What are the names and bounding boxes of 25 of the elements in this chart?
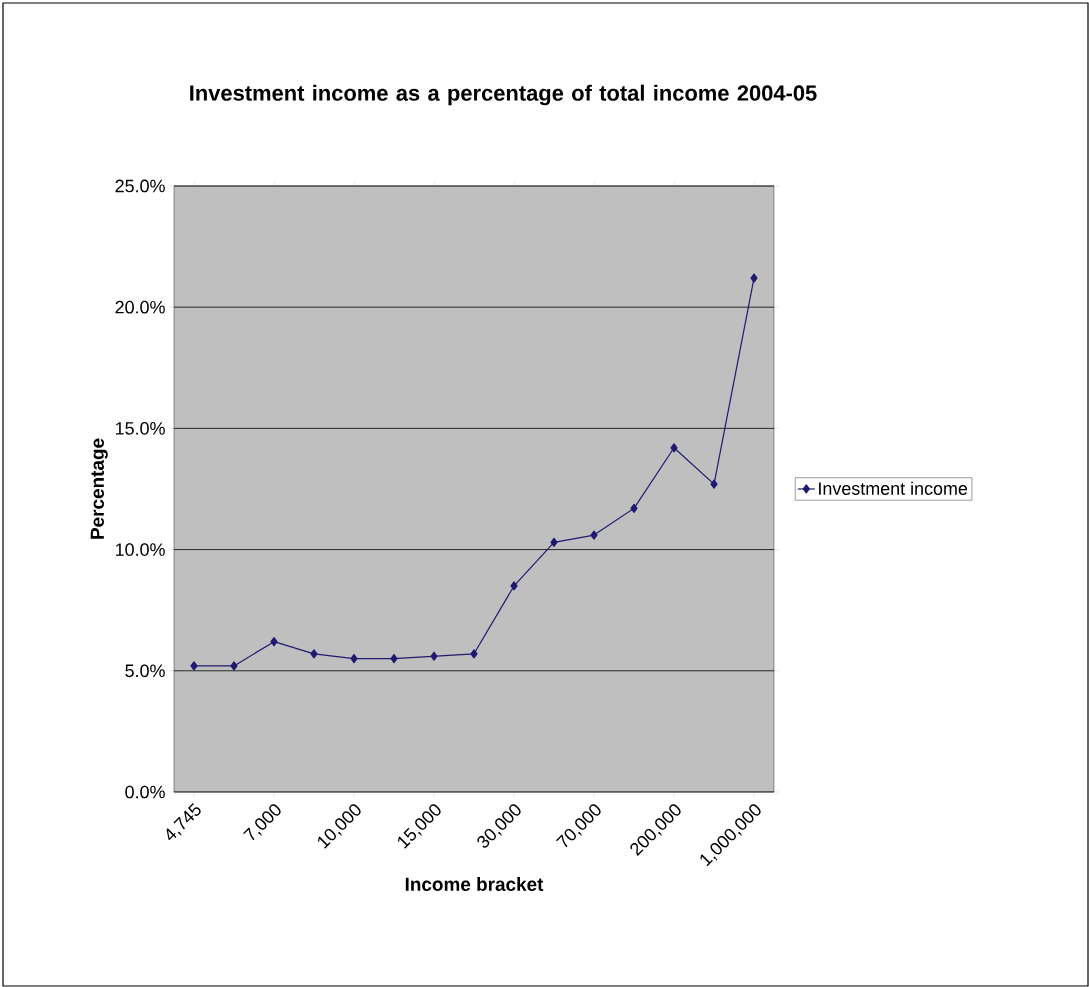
point	[750, 273, 758, 283]
point	[390, 654, 398, 664]
point	[310, 649, 318, 659]
y-tick-label: 20.0%	[115, 300, 165, 314]
chart-title: Investment income as a percentage of total income 2004-05	[190, 84, 817, 106]
x-axis-title: Income bracket	[405, 877, 544, 891]
point	[190, 661, 198, 671]
point	[230, 661, 238, 671]
point	[630, 503, 638, 513]
y-tick-label: 0.0%	[125, 785, 165, 799]
y-tick-label: 25.0%	[115, 179, 165, 193]
y-tick-label: 15.0%	[116, 422, 165, 435]
point	[350, 654, 358, 664]
point	[510, 581, 518, 591]
point	[710, 479, 718, 489]
y-axis-title: Percentage	[90, 438, 108, 539]
point	[270, 637, 278, 647]
y-tick-label: 5.0%	[125, 664, 165, 678]
point	[430, 651, 438, 661]
point	[670, 443, 678, 453]
point	[550, 537, 558, 547]
y-tick-label: 10.0%	[116, 543, 165, 556]
legend-label: Investment income	[819, 481, 968, 495]
point	[470, 649, 478, 659]
point	[590, 530, 598, 540]
